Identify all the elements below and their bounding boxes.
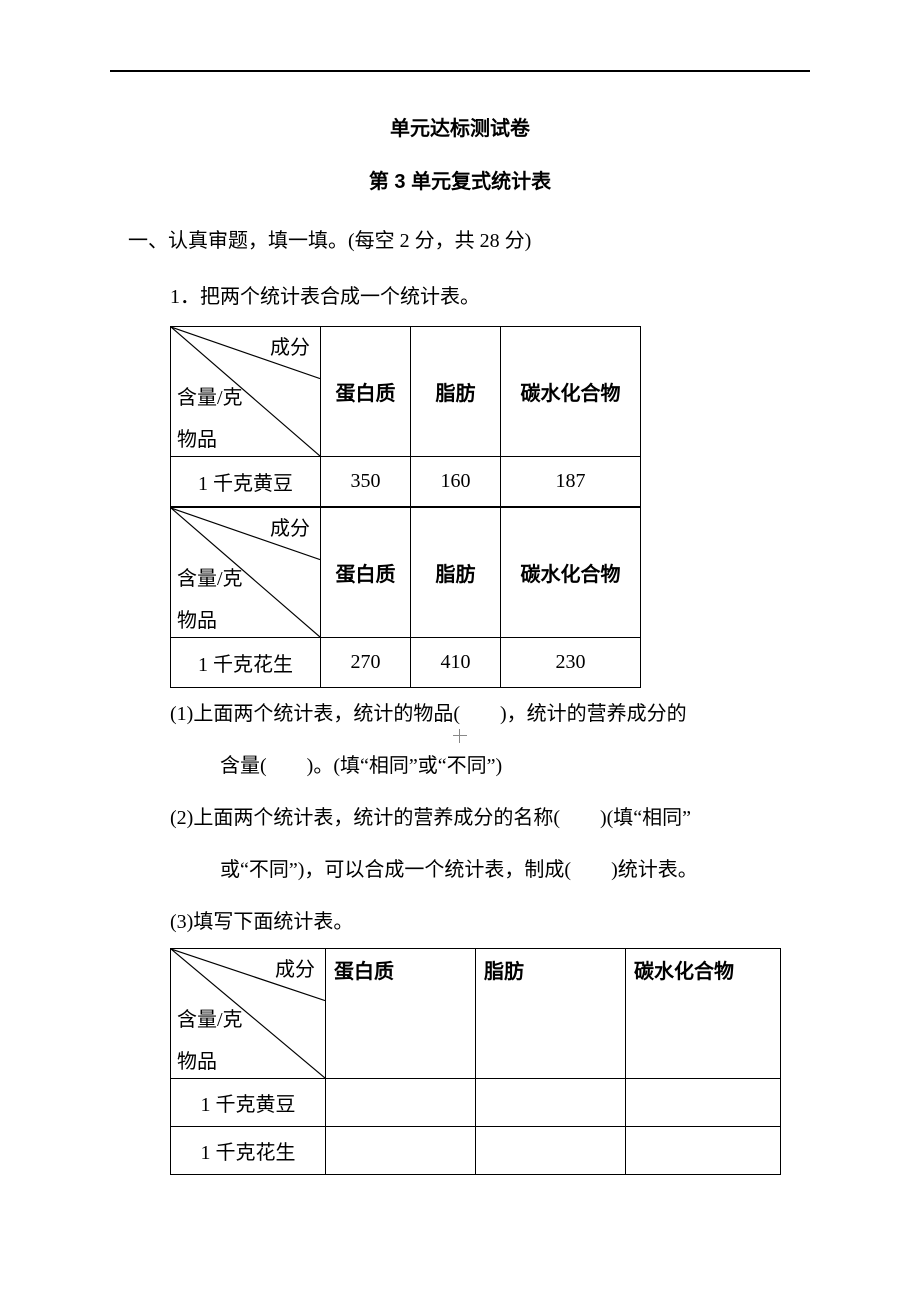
blank-cell[interactable] bbox=[626, 1127, 781, 1175]
col-header: 蛋白质 bbox=[321, 327, 411, 457]
col-header: 脂肪 bbox=[411, 508, 501, 638]
blank-cell[interactable] bbox=[476, 1079, 626, 1127]
col-header: 蛋白质 bbox=[326, 949, 476, 1079]
col-header: 脂肪 bbox=[476, 949, 626, 1079]
table-row: 1 千克花生 bbox=[171, 1127, 781, 1175]
diag-label-top: 成分 bbox=[270, 331, 310, 360]
cell: 350 bbox=[321, 457, 411, 507]
cell: 187 bbox=[501, 457, 641, 507]
col-header: 脂肪 bbox=[411, 327, 501, 457]
table-row: 成分 含量/克 物品 蛋白质 脂肪 碳水化合物 bbox=[171, 327, 641, 457]
diag-label-top: 成分 bbox=[275, 953, 315, 982]
table-c-wrap: 成分 含量/克 物品 蛋白质 脂肪 碳水化合物 1 千克黄豆 1 千克花生 bbox=[170, 948, 810, 1175]
table-row: 成分 含量/克 物品 蛋白质 脂肪 碳水化合物 bbox=[171, 508, 641, 638]
cell: 270 bbox=[321, 638, 411, 688]
table-b: 成分 含量/克 物品 蛋白质 脂肪 碳水化合物 1 千克花生 270 410 2… bbox=[170, 507, 641, 688]
subq2-line2: 或“不同”)，可以合成一个统计表，制成( )统计表。 bbox=[220, 844, 810, 896]
page-center-mark-icon bbox=[453, 729, 467, 743]
q1-label: 1．把两个统计表合成一个统计表。 bbox=[170, 278, 810, 316]
blank-cell[interactable] bbox=[326, 1079, 476, 1127]
page: 单元达标测试卷 第 3 单元复式统计表 一、认真审题，填一填。(每空 2 分，共… bbox=[0, 0, 920, 1302]
table-row: 1 千克黄豆 350 160 187 bbox=[171, 457, 641, 507]
diagonal-header-a: 成分 含量/克 物品 bbox=[171, 327, 321, 457]
subq1-line1: (1)上面两个统计表，统计的物品( )，统计的营养成分的 bbox=[170, 688, 810, 740]
row-label: 1 千克黄豆 bbox=[171, 457, 321, 507]
cell: 160 bbox=[411, 457, 501, 507]
blank-cell[interactable] bbox=[476, 1127, 626, 1175]
title-main: 单元达标测试卷 bbox=[110, 112, 810, 141]
title-sub: 第 3 单元复式统计表 bbox=[110, 165, 810, 194]
diagonal-header-b: 成分 含量/克 物品 bbox=[171, 508, 321, 638]
diag-label-mid: 含量/克 bbox=[177, 562, 243, 591]
table-row: 1 千克黄豆 bbox=[171, 1079, 781, 1127]
blank-cell[interactable] bbox=[626, 1079, 781, 1127]
row-label: 1 千克黄豆 bbox=[171, 1079, 326, 1127]
subq1-line2: 含量( )。(填“相同”或“不同”) bbox=[220, 740, 810, 792]
diag-label-top: 成分 bbox=[270, 512, 310, 541]
subq3: (3)填写下面统计表。 bbox=[170, 896, 810, 948]
diag-label-bottom: 物品 bbox=[177, 1045, 217, 1074]
diag-label-mid: 含量/克 bbox=[177, 381, 243, 410]
cell: 230 bbox=[501, 638, 641, 688]
diag-label-mid: 含量/克 bbox=[177, 1003, 243, 1032]
table-a: 成分 含量/克 物品 蛋白质 脂肪 碳水化合物 1 千克黄豆 350 160 1… bbox=[170, 326, 641, 507]
subq2-line1: (2)上面两个统计表，统计的营养成分的名称( )(填“相同” bbox=[170, 792, 810, 844]
cell: 410 bbox=[411, 638, 501, 688]
diagonal-header-c: 成分 含量/克 物品 bbox=[171, 949, 326, 1079]
col-header: 碳水化合物 bbox=[501, 508, 641, 638]
table-c: 成分 含量/克 物品 蛋白质 脂肪 碳水化合物 1 千克黄豆 1 千克花生 bbox=[170, 948, 781, 1175]
section-heading: 一、认真审题，填一填。(每空 2 分，共 28 分) bbox=[128, 222, 810, 260]
row-label: 1 千克花生 bbox=[171, 1127, 326, 1175]
col-header: 碳水化合物 bbox=[501, 327, 641, 457]
col-header: 蛋白质 bbox=[321, 508, 411, 638]
row-label: 1 千克花生 bbox=[171, 638, 321, 688]
table-row: 成分 含量/克 物品 蛋白质 脂肪 碳水化合物 bbox=[171, 949, 781, 1079]
diag-label-bottom: 物品 bbox=[177, 604, 217, 633]
col-header: 碳水化合物 bbox=[626, 949, 781, 1079]
top-rule bbox=[110, 70, 810, 72]
diag-label-bottom: 物品 bbox=[177, 423, 217, 452]
blank-cell[interactable] bbox=[326, 1127, 476, 1175]
table-row: 1 千克花生 270 410 230 bbox=[171, 638, 641, 688]
tables-wrap: 成分 含量/克 物品 蛋白质 脂肪 碳水化合物 1 千克黄豆 350 160 1… bbox=[170, 326, 810, 688]
